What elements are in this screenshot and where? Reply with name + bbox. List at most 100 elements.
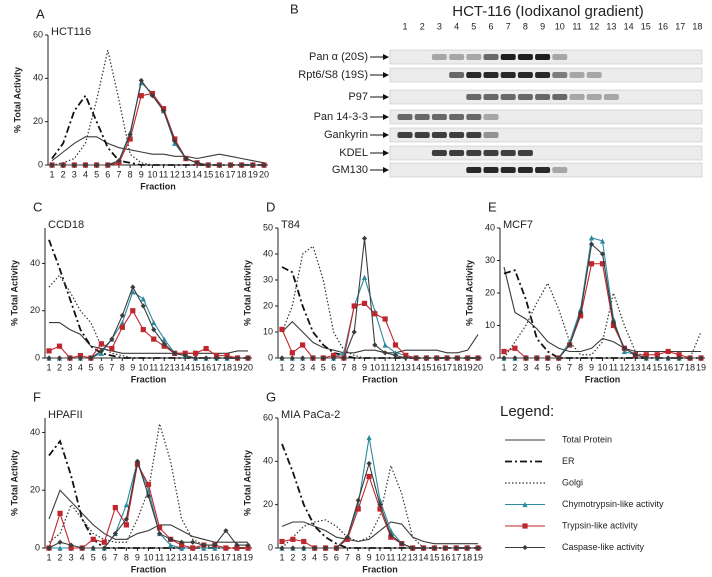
- x-tick-label: 18: [222, 362, 232, 372]
- x-tick-label: 10: [375, 552, 385, 562]
- marker-diamond: [330, 355, 337, 361]
- marker-square: [109, 345, 115, 352]
- marker-diamond: [98, 348, 104, 354]
- x-tick-label: 18: [685, 362, 695, 372]
- marker-diamond: [212, 542, 218, 548]
- x-tick-label: 4: [312, 552, 317, 562]
- marker-diamond: [665, 355, 671, 361]
- marker-diamond: [216, 162, 222, 168]
- marker-diamond: [423, 355, 430, 361]
- marker-diamond: [431, 545, 438, 551]
- marker-triangle: [140, 296, 146, 302]
- chart-title: CCD18: [48, 219, 84, 231]
- x-tick-label: 19: [248, 169, 258, 179]
- marker-diamond: [290, 545, 296, 551]
- blot-band: [517, 150, 533, 156]
- marker-square: [665, 348, 671, 355]
- lane-label: 10: [555, 21, 565, 31]
- marker-square: [190, 545, 196, 551]
- marker-triangle: [119, 319, 125, 326]
- blot-band: [483, 72, 499, 78]
- marker-diamond: [403, 355, 409, 361]
- chart-title: T84: [281, 219, 300, 231]
- blot-row-label: GM130: [332, 164, 368, 176]
- x-tick-label: 6: [102, 552, 107, 562]
- marker-diamond: [60, 162, 66, 168]
- marker-diamond: [119, 312, 125, 319]
- x-tick-label: 7: [109, 362, 114, 372]
- marker-triangle: [161, 336, 167, 342]
- blot-band: [535, 54, 551, 60]
- marker-diamond: [643, 355, 649, 361]
- blot-band: [397, 114, 413, 120]
- marker-diamond: [172, 138, 178, 144]
- marker-diamond: [94, 162, 100, 168]
- marker-diamond: [341, 355, 347, 361]
- x-tick-label: 1: [46, 552, 51, 562]
- x-tick-label: 6: [99, 362, 104, 372]
- x-tick-label: 12: [170, 169, 180, 179]
- blot-band: [535, 167, 551, 173]
- marker-square: [145, 481, 152, 488]
- marker-diamond: [261, 162, 267, 168]
- marker-diamond: [301, 545, 307, 551]
- blot-band: [431, 114, 447, 120]
- x-tick-label: 4: [80, 552, 85, 562]
- x-tick-label: 8: [578, 362, 583, 372]
- marker-diamond: [372, 342, 378, 348]
- x-tick-label: 8: [356, 552, 361, 562]
- x-tick-label: 2: [290, 362, 295, 372]
- marker-diamond: [140, 303, 146, 309]
- blot-strip: [389, 109, 703, 125]
- marker-diamond: [224, 355, 230, 361]
- blot-band: [500, 54, 516, 60]
- marker-triangle: [123, 502, 129, 508]
- marker-diamond: [183, 155, 189, 162]
- marker-diamond: [377, 502, 383, 508]
- series-line: [49, 459, 248, 549]
- marker-diamond: [366, 460, 372, 467]
- marker-triangle: [151, 319, 157, 326]
- marker-square: [140, 327, 146, 333]
- marker-diamond: [698, 355, 704, 361]
- marker-diamond: [522, 544, 528, 551]
- marker-diamond: [56, 355, 63, 361]
- lane-label: 4: [454, 21, 459, 31]
- x-tick-label: 9: [139, 169, 144, 179]
- marker-diamond: [161, 341, 167, 347]
- marker-diamond: [88, 355, 94, 361]
- x-tick-label: 14: [411, 362, 421, 372]
- marker-diamond: [501, 355, 507, 361]
- y-tick-label: 0: [268, 352, 273, 362]
- x-tick-label: 7: [345, 552, 350, 562]
- blot-band: [449, 72, 465, 78]
- marker-square: [90, 536, 96, 542]
- y-axis-label: % Total Activity: [12, 67, 22, 133]
- marker-diamond: [213, 355, 220, 361]
- series-line: [281, 474, 478, 549]
- lane-label: 8: [523, 21, 528, 31]
- lane-label: 18: [692, 21, 702, 31]
- x-tick-label: 14: [192, 169, 202, 179]
- x-tick-label: 5: [88, 362, 93, 372]
- panel-letter: E: [488, 199, 497, 214]
- x-tick-label: 9: [589, 362, 594, 372]
- marker-diamond: [179, 539, 185, 545]
- blot-row-label: P97: [348, 91, 368, 103]
- x-tick-label: 1: [501, 362, 506, 372]
- marker-square: [643, 352, 649, 358]
- series-line: [281, 302, 478, 359]
- marker-square: [138, 93, 144, 99]
- blot-band: [431, 54, 447, 60]
- panel-letter: G: [266, 389, 276, 404]
- marker-diamond: [130, 284, 136, 290]
- x-tick-label: 14: [180, 362, 190, 372]
- marker-diamond: [399, 541, 405, 547]
- marker-diamond: [134, 458, 141, 464]
- marker-diamond: [355, 497, 361, 503]
- marker-square: [156, 525, 163, 531]
- lane-label: 2: [420, 21, 425, 31]
- marker-square: [351, 303, 357, 309]
- blot-band: [517, 167, 533, 173]
- marker-diamond: [333, 545, 340, 551]
